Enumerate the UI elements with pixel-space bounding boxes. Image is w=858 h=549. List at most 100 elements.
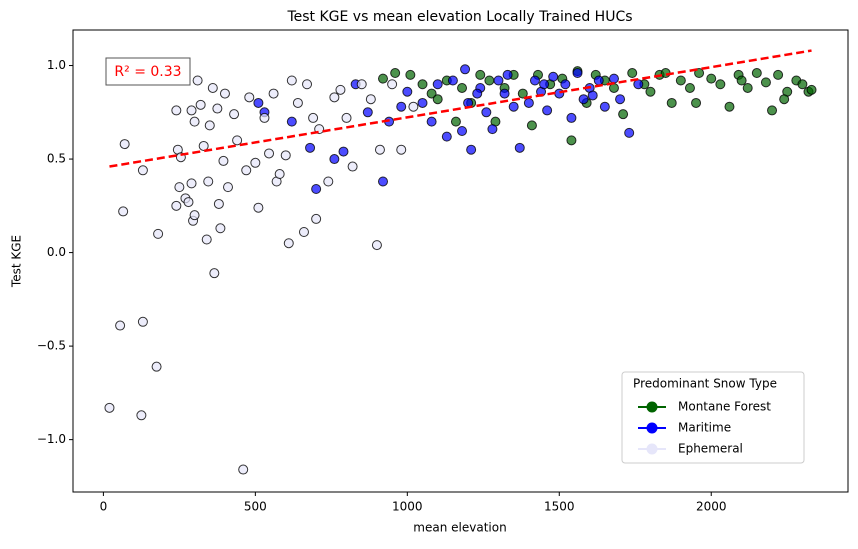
point	[119, 139, 130, 150]
y-tick-label: 0.5	[47, 152, 66, 166]
point	[283, 238, 294, 249]
point	[171, 105, 182, 116]
point	[396, 144, 407, 155]
y-tick-label: −0.5	[37, 339, 66, 353]
point	[502, 69, 513, 80]
point	[137, 165, 148, 176]
point	[218, 155, 229, 166]
legend-marker	[646, 443, 658, 455]
point	[137, 316, 148, 327]
x-axis-label: mean elevation	[413, 521, 506, 535]
point	[268, 88, 279, 99]
point	[286, 75, 297, 86]
annotation-box	[105, 57, 191, 86]
point	[192, 75, 203, 86]
point	[241, 165, 252, 176]
point	[365, 94, 376, 105]
point	[472, 88, 483, 99]
plot-frame	[72, 29, 849, 493]
point	[441, 131, 452, 142]
legend-title: Predominant Snow Type	[633, 377, 777, 391]
point	[578, 94, 589, 105]
point	[323, 176, 334, 187]
point	[608, 73, 619, 84]
point	[374, 144, 385, 155]
point	[572, 68, 583, 79]
point	[484, 75, 495, 86]
x-tick-label: 1500	[544, 500, 575, 514]
point	[627, 68, 638, 79]
point	[432, 94, 443, 105]
x-tick-label: 500	[244, 500, 267, 514]
y-tick-label: −1.0	[37, 432, 66, 446]
y-tick-label: 0.0	[47, 245, 66, 259]
legend-label: Ephemeral	[678, 442, 743, 456]
point	[259, 112, 270, 123]
point	[408, 101, 419, 112]
legend-marker	[646, 422, 658, 434]
point	[514, 142, 525, 153]
point	[189, 116, 200, 127]
point	[250, 157, 261, 168]
legend-label: Maritime	[678, 421, 731, 435]
y-axis-label: Test KGE	[10, 235, 24, 288]
point	[274, 169, 285, 180]
point	[209, 268, 220, 279]
point	[201, 234, 212, 245]
point	[618, 109, 629, 120]
legend-box	[621, 371, 805, 464]
point	[706, 73, 717, 84]
point	[253, 202, 264, 213]
x-tick-label: 2000	[696, 500, 727, 514]
point	[153, 228, 164, 239]
point	[508, 101, 519, 112]
point	[539, 79, 550, 90]
point	[378, 73, 388, 84]
point	[426, 116, 437, 127]
point	[599, 101, 610, 112]
point	[371, 240, 382, 251]
point	[493, 75, 504, 86]
point	[615, 94, 626, 105]
point	[417, 97, 428, 108]
point	[329, 154, 340, 165]
point	[466, 144, 477, 155]
point	[335, 84, 346, 95]
point	[691, 97, 702, 108]
point	[675, 75, 686, 86]
point	[203, 176, 214, 187]
point	[341, 112, 352, 123]
point	[244, 92, 255, 103]
point	[529, 75, 540, 86]
point	[215, 223, 226, 234]
point	[542, 105, 553, 116]
point	[387, 79, 398, 90]
point	[238, 464, 249, 475]
point	[566, 135, 577, 146]
annotation: R² = 0.33	[114, 64, 181, 80]
point	[186, 178, 197, 189]
point	[566, 112, 577, 123]
point	[560, 79, 571, 90]
point	[174, 182, 185, 193]
x-tick-label: 1000	[392, 500, 423, 514]
point	[118, 206, 129, 217]
point	[302, 79, 313, 90]
point	[198, 140, 209, 151]
point	[523, 97, 534, 108]
point	[773, 69, 784, 80]
point	[229, 109, 240, 120]
trend-line	[109, 49, 812, 168]
point	[779, 94, 790, 105]
point	[715, 79, 726, 90]
point	[219, 88, 230, 99]
point	[104, 402, 115, 413]
chart-title: Test KGE vs mean elevation Locally Train…	[286, 9, 632, 25]
point	[742, 82, 753, 93]
point	[666, 97, 677, 108]
point	[645, 86, 656, 97]
point	[633, 79, 644, 90]
point	[432, 79, 443, 90]
point	[204, 120, 215, 131]
